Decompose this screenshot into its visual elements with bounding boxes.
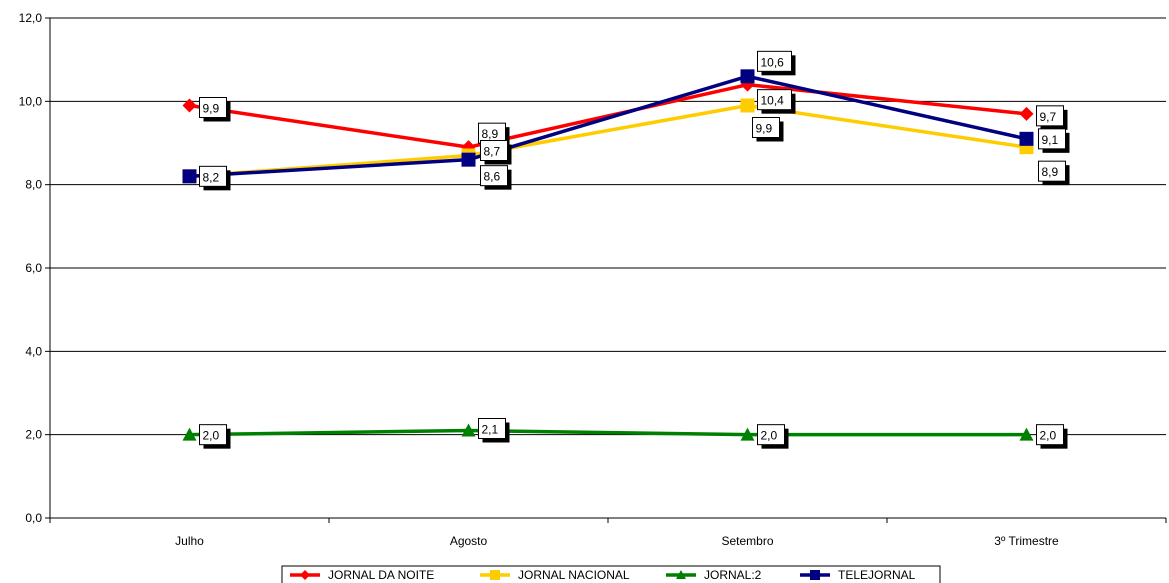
data-label: 2,0	[1040, 429, 1057, 443]
data-label-box	[199, 424, 227, 446]
grid-lines	[50, 17, 1166, 436]
data-label-box	[1036, 105, 1064, 127]
data-label-box	[478, 418, 506, 439]
legend-label: JORNAL DA NOITE	[328, 568, 434, 582]
data-label-box	[199, 97, 227, 118]
data-label: 8,6	[484, 170, 501, 184]
data-label: 9,1	[1042, 133, 1059, 147]
data-label: 8,7	[484, 145, 501, 159]
x-tick-label: Setembro	[721, 534, 773, 548]
axes: 0,0 2,0 4,0 6,0 8,0 10,0 12,0 Julho Agosto Setemb…	[19, 11, 1167, 548]
legend-label: TELEJORNAL	[838, 568, 916, 582]
y-tick-label: 10,0	[19, 94, 43, 108]
legend-label: JORNAL:2	[704, 568, 762, 582]
legend: JORNAL DA NOITE JORNAL NACIONAL JORNAL:2 TE…	[281, 565, 941, 583]
data-point-marker	[461, 152, 476, 167]
y-tick-label: 0,0	[25, 511, 42, 525]
legend-marker	[810, 570, 820, 580]
data-label-box	[480, 165, 508, 187]
legend-box	[281, 565, 941, 583]
legend-marker	[676, 570, 686, 579]
data-point-marker	[182, 169, 197, 184]
data-label-box	[480, 140, 508, 161]
data-label-box	[1038, 128, 1066, 150]
data-point-marker	[740, 69, 755, 84]
series-line	[189, 74, 1027, 179]
data-label: 9,7	[1040, 110, 1057, 124]
data-label: 10,6	[761, 55, 785, 69]
x-tick-label: Julho	[175, 534, 204, 548]
data-label-box	[752, 117, 780, 138]
legend-label: JORNAL NACIONAL	[518, 568, 630, 582]
data-point-marker	[182, 98, 197, 113]
x-tick-label: 3º Trimestre	[994, 534, 1059, 548]
data-point-marker	[1019, 106, 1034, 121]
data-label-box	[1036, 424, 1064, 446]
series-line	[189, 82, 1027, 149]
data-point-marker	[182, 427, 197, 441]
legend-marker	[300, 570, 310, 580]
data-point-marker	[461, 423, 476, 437]
data-label-box	[757, 50, 792, 72]
legend-marker	[490, 570, 500, 580]
data-label: 8,2	[203, 170, 220, 184]
x-tick-label: Agosto	[450, 534, 488, 548]
data-label: 2,1	[482, 423, 499, 437]
data-label-box	[199, 165, 227, 187]
data-point-marker	[740, 427, 755, 441]
data-label: 9,9	[756, 122, 773, 136]
data-label: 2,0	[203, 429, 220, 443]
data-label: 8,9	[482, 127, 499, 141]
y-tick-label: 2,0	[25, 428, 42, 442]
data-label-box	[757, 424, 785, 446]
data-label: 2,0	[761, 429, 778, 443]
data-label-box	[1038, 160, 1066, 182]
y-tick-label: 4,0	[25, 344, 42, 358]
series-line	[189, 428, 1027, 437]
data-label: 9,9	[203, 102, 220, 116]
y-tick-label: 8,0	[25, 178, 42, 192]
series-line	[189, 103, 1027, 179]
data-label: 10,4	[761, 94, 785, 108]
data-point-marker	[1019, 131, 1034, 146]
data-label-box	[757, 89, 792, 111]
y-tick-label: 12,0	[19, 11, 43, 25]
data-labels: 9,9 8,9 10,4 9,7 8,7 9,9 8,9 2,0 2,1 2,0 2,0 8,2 8,6…	[199, 50, 1070, 449]
data-point-marker	[740, 98, 755, 113]
data-point-marker	[1019, 427, 1034, 441]
data-label: 8,9	[1042, 165, 1059, 179]
y-tick-label: 6,0	[25, 261, 42, 275]
series-lines	[182, 69, 1034, 441]
